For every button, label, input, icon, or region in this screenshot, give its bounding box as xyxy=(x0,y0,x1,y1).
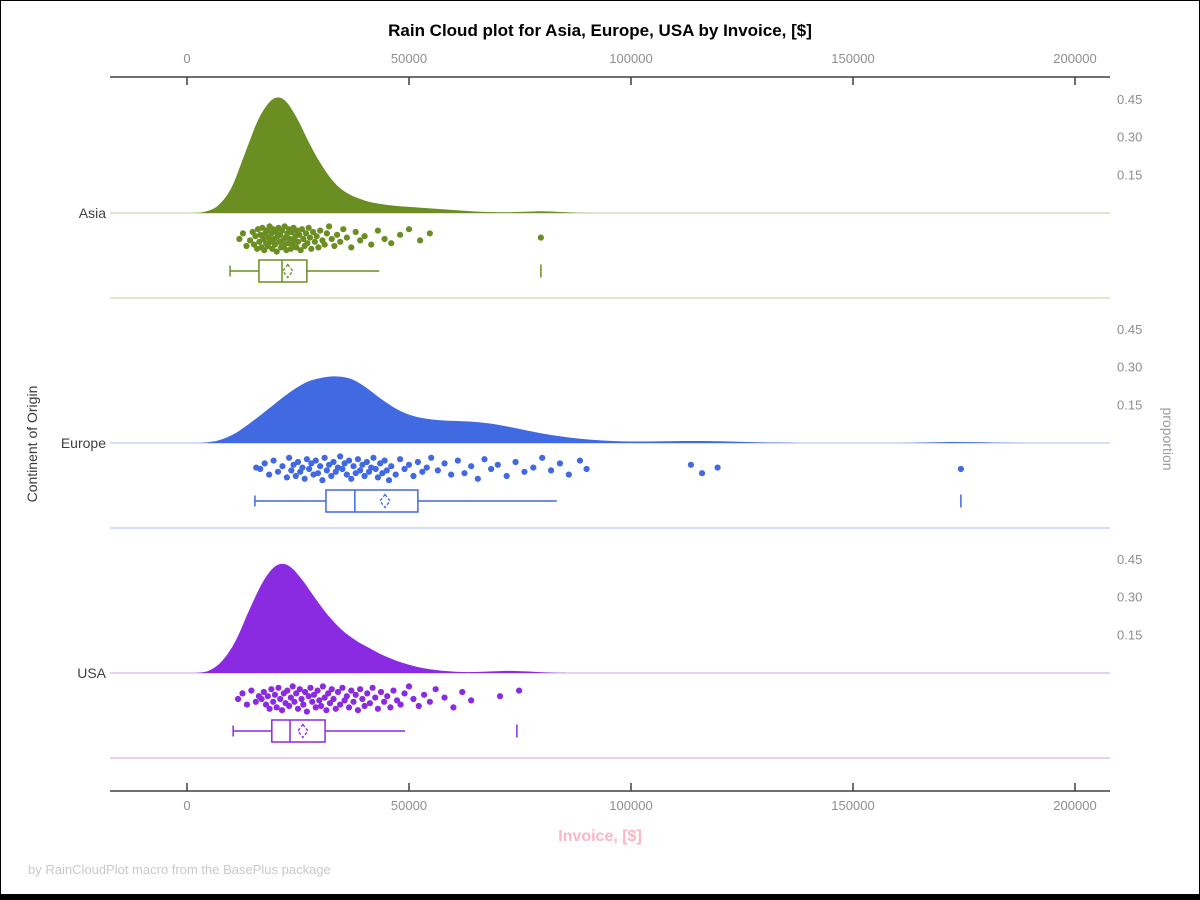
proportion-tick-label: 0.30 xyxy=(1117,360,1142,375)
attribution-footer: by RainCloudPlot macro from the BasePlus… xyxy=(28,862,331,877)
x-axis-top: 0 50000 100000 150000 200000 xyxy=(110,51,1110,85)
category-label-europe: Europe xyxy=(60,435,106,451)
svg-text:150000: 150000 xyxy=(831,798,874,813)
rain-points-asia xyxy=(236,223,544,255)
boxplot-asia xyxy=(229,259,542,283)
svg-text:100000: 100000 xyxy=(609,51,652,66)
panel-europe: 0.15 0.30 0.45 xyxy=(110,322,1142,529)
proportion-tick-label: 0.15 xyxy=(1117,167,1142,182)
proportion-tick-label: 0.45 xyxy=(1117,552,1142,567)
panel-usa: 0.15 0.30 0.45 xyxy=(110,552,1142,759)
mean-diamond xyxy=(379,493,391,509)
density-europe xyxy=(200,376,1022,444)
svg-text:200000: 200000 xyxy=(1053,51,1096,66)
category-label-asia: Asia xyxy=(78,205,106,221)
rain-points-europe xyxy=(253,453,964,484)
rain-points-usa xyxy=(234,683,523,715)
mean-diamond xyxy=(281,263,294,279)
svg-text:200000: 200000 xyxy=(1053,798,1096,813)
panel-asia: 0.15 0.30 0.45 xyxy=(110,92,1142,299)
mean-diamond xyxy=(297,723,309,739)
svg-text:0: 0 xyxy=(183,51,190,66)
chart-title: Rain Cloud plot for Asia, Europe, USA by… xyxy=(388,21,812,40)
proportion-tick-label: 0.45 xyxy=(1117,92,1142,107)
y-axis-label-right: proportion xyxy=(1160,407,1176,471)
x-axis-label: Invoice, [$] xyxy=(558,828,642,845)
proportion-tick-label: 0.15 xyxy=(1117,627,1142,642)
proportion-tick-label: 0.30 xyxy=(1117,590,1142,605)
svg-text:150000: 150000 xyxy=(831,51,874,66)
proportion-tick-label: 0.45 xyxy=(1117,322,1142,337)
svg-text:100000: 100000 xyxy=(609,798,652,813)
svg-text:0: 0 xyxy=(183,798,190,813)
svg-text:50000: 50000 xyxy=(391,51,427,66)
boxplot-europe xyxy=(254,489,962,513)
proportion-tick-label: 0.30 xyxy=(1117,130,1142,145)
density-usa xyxy=(195,563,569,673)
x-axis-bottom: 0 50000 100000 150000 200000 xyxy=(110,783,1110,813)
category-label-usa: USA xyxy=(77,665,106,681)
density-asia xyxy=(191,97,596,213)
boxplot-usa xyxy=(232,719,518,743)
proportion-tick-label: 0.15 xyxy=(1117,397,1142,412)
svg-text:50000: 50000 xyxy=(391,798,427,813)
y-axis-label-left: Continent of Origin xyxy=(24,385,40,503)
